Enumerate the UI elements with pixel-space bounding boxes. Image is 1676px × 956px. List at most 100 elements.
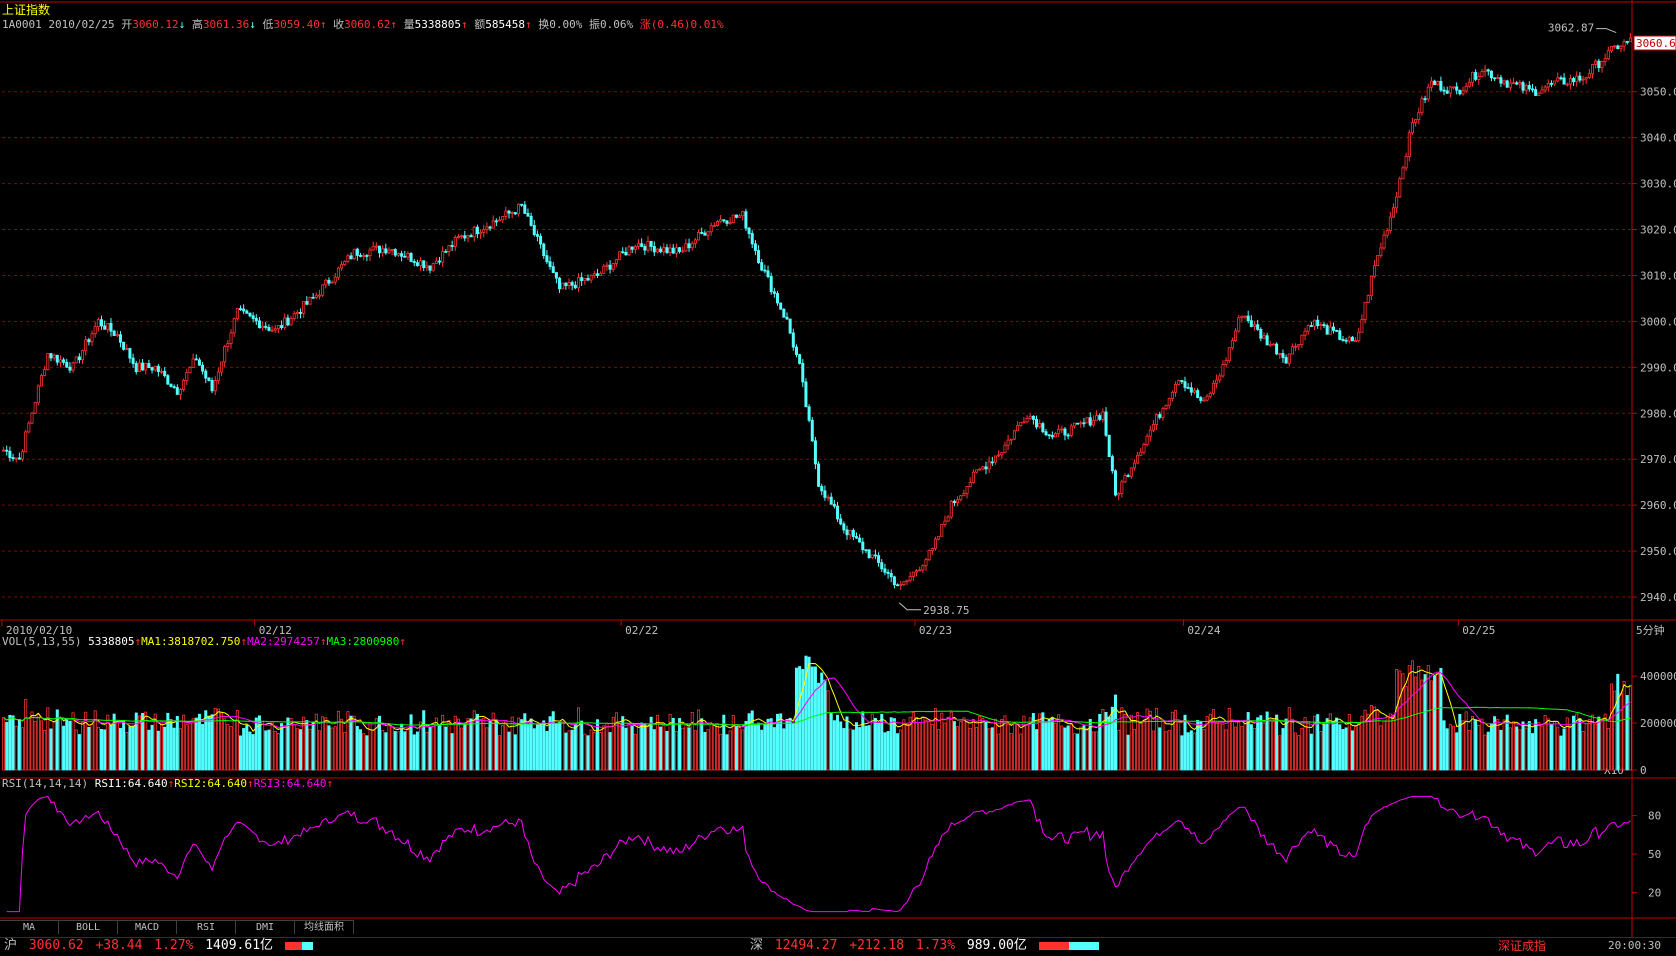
tab-ma-area[interactable]: 均线面积	[295, 920, 354, 934]
date-axis-label: 02/12	[259, 624, 292, 637]
candle-body	[100, 319, 104, 327]
candle-body	[479, 231, 483, 235]
candle-body	[1211, 382, 1215, 394]
volume-bar	[997, 733, 1001, 771]
tab-rsi[interactable]: RSI	[177, 920, 236, 934]
candle-body	[1174, 383, 1178, 393]
up-arrow-icon: ↑	[240, 635, 248, 648]
candle-body	[469, 235, 473, 238]
candle-body	[415, 262, 419, 267]
tab-ma[interactable]: MA	[0, 920, 59, 934]
candle-body	[327, 279, 331, 284]
candle-body	[1325, 325, 1329, 335]
volume-bar	[807, 656, 811, 771]
volume-bar	[182, 714, 186, 771]
candle-body	[131, 357, 135, 364]
candle-body	[1205, 395, 1209, 401]
candle-body	[1410, 122, 1414, 134]
candle-body	[245, 310, 249, 314]
candle-body	[1186, 387, 1190, 389]
volume-bar	[861, 711, 865, 771]
candle-body	[1464, 85, 1468, 92]
candle-body	[1110, 456, 1114, 472]
candle-body	[1035, 419, 1039, 428]
volume-bar	[1521, 721, 1525, 771]
volume-bar	[77, 734, 81, 771]
candle-body	[532, 225, 536, 235]
candle-body	[820, 485, 824, 492]
candle-body	[156, 365, 160, 373]
candle-body	[817, 463, 821, 487]
volume-bar	[1192, 732, 1196, 771]
volume-bar	[96, 726, 100, 771]
indicator-tabs: MA BOLL MACD RSI DMI 均线面积	[0, 920, 354, 934]
volume-bar	[829, 712, 833, 771]
candle-body	[1218, 375, 1222, 381]
candle-body	[96, 319, 100, 328]
candle-body	[750, 233, 754, 245]
sz-component-link[interactable]: 深证成指	[1498, 939, 1547, 953]
volume-bar	[1338, 724, 1342, 771]
sh-pct: 1.27%	[154, 938, 194, 953]
candle-body	[485, 226, 489, 231]
volume-bar	[163, 726, 167, 771]
candle-body	[1354, 340, 1358, 343]
candle-body	[438, 260, 442, 263]
volume-bar	[156, 730, 160, 771]
volume-bar	[1391, 714, 1396, 771]
volume-bar	[918, 722, 922, 771]
candle-body	[794, 346, 798, 355]
volume-bar	[166, 712, 170, 771]
tab-dmi[interactable]: DMI	[236, 920, 295, 934]
candle-body	[693, 239, 697, 244]
candle-body	[940, 524, 944, 537]
volume-bar	[1035, 729, 1039, 771]
candle-body	[965, 486, 969, 495]
sh-amount: 1409.61亿	[205, 938, 274, 953]
volume-bar	[175, 715, 179, 771]
volume-bar	[100, 728, 104, 771]
candle-body	[175, 387, 179, 395]
volume-bar	[109, 724, 113, 771]
tab-boll[interactable]: BOLL	[59, 920, 118, 934]
volume-bar	[573, 723, 577, 771]
candle-body	[1530, 88, 1534, 91]
volume-bar	[333, 726, 337, 771]
candle-body	[14, 457, 18, 460]
candle-body	[618, 251, 622, 261]
sz-index-summary[interactable]: 深 12494.27 +212.18 1.73% 989.00亿	[750, 938, 1103, 954]
candle-body	[1129, 467, 1133, 477]
candle-body	[1281, 353, 1285, 358]
candle-body	[1012, 430, 1016, 440]
volume-bar	[1556, 726, 1560, 771]
volume-bar	[1148, 710, 1152, 771]
candle-body	[769, 276, 773, 293]
candle-body	[580, 277, 584, 282]
tab-macd[interactable]: MACD	[118, 920, 177, 934]
volume-bar	[532, 728, 536, 771]
volume-bar	[697, 709, 701, 771]
down-arrow-icon: ↓	[249, 18, 256, 31]
volume-bar	[586, 735, 590, 771]
candle-body	[197, 359, 201, 366]
volume-bar	[447, 719, 451, 771]
candle-body	[185, 372, 189, 381]
candle-body	[1303, 330, 1307, 336]
sh-index-summary[interactable]: 沪 3060.62 +38.44 1.27% 1409.61亿	[4, 938, 317, 954]
volume-bar	[295, 728, 299, 771]
candle-body	[911, 571, 915, 577]
volume-bar	[690, 711, 694, 771]
candle-body	[1470, 71, 1474, 83]
candle-body	[460, 235, 464, 238]
volume-bar	[848, 728, 852, 771]
volume-bar	[1616, 673, 1620, 771]
candle-body	[1363, 301, 1367, 320]
candle-body	[1338, 330, 1342, 340]
volume-bar	[1031, 713, 1035, 771]
volume-bar	[68, 720, 72, 771]
volume-bar	[1057, 714, 1061, 771]
candle-body	[1237, 317, 1241, 332]
sh-change: +38.44	[95, 938, 143, 953]
candle-body	[583, 278, 587, 282]
